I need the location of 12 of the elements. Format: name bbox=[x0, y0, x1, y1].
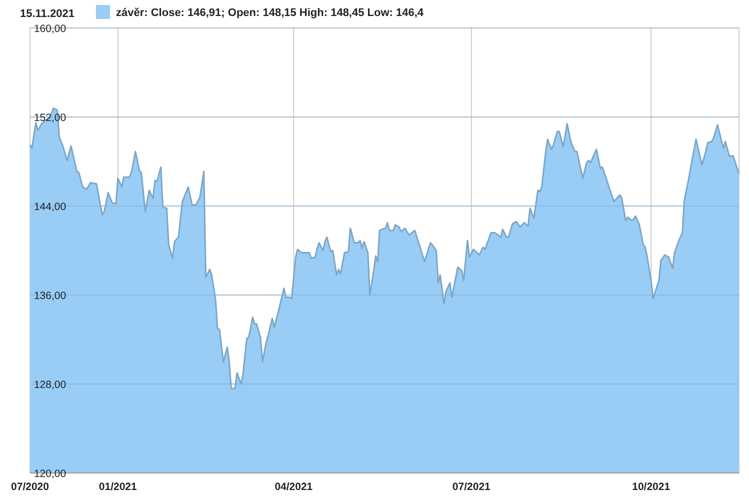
y-tick-label: 128,00 bbox=[34, 379, 66, 391]
y-tick-label: 144,00 bbox=[34, 201, 66, 213]
x-tick-label: 04/2021 bbox=[274, 481, 313, 493]
y-tick-label: 136,00 bbox=[34, 290, 66, 302]
x-tick-label: 01/2021 bbox=[98, 481, 138, 493]
x-tick-label: 10/2021 bbox=[632, 481, 670, 493]
y-tick-label: 160,00 bbox=[34, 23, 66, 35]
chart-title: 15.11.2021 bbox=[20, 8, 74, 20]
x-tick-label: 07/2021 bbox=[452, 481, 491, 493]
legend-label: závěr: Close: 146,91; Open: 148,15 High: 148,45 Low: 146,4 bbox=[116, 7, 424, 19]
x-tick-label: 07/2020 bbox=[11, 481, 50, 493]
y-tick-label: 120,00 bbox=[34, 468, 66, 480]
